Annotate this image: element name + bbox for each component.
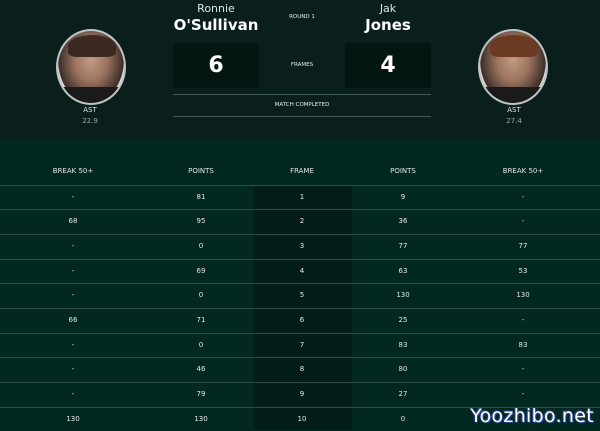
p2-points-cell: 0 (400, 414, 406, 423)
divider (173, 116, 431, 117)
p1-points-cell: 0 (198, 291, 204, 300)
p1-points-cell: 95 (196, 217, 206, 226)
p1-break-cell: - (71, 291, 75, 300)
frame-cell: 6 (299, 316, 305, 324)
p2-break-cell: 83 (518, 340, 528, 349)
p2-break-cell: 53 (518, 266, 528, 275)
p1-break-cell: - (71, 390, 75, 399)
player2-first-name: Jak (379, 2, 397, 15)
p2-points-cell: 27 (398, 390, 408, 399)
p2-points-cell: 83 (398, 340, 408, 349)
p2-points-cell: 77 (398, 241, 408, 250)
p1-break-cell: - (71, 192, 75, 201)
player2-stat-value: 27.4 (506, 117, 522, 125)
player2-last-name: Jones (365, 16, 411, 34)
p1-break-cell: - (71, 266, 75, 275)
frame-cell: 7 (299, 340, 305, 349)
watermark: Yoozhibo.net (470, 405, 594, 427)
frame-cell: 4 (299, 266, 305, 275)
p2-break-cell: - (521, 192, 525, 201)
table-row: - 0 7 83 83 (0, 332, 600, 358)
table-row: 66 71 6 25 - (0, 308, 600, 333)
header-p1-break: BREAK 50+ (52, 167, 94, 175)
player2-avatar (478, 29, 548, 105)
p1-break-cell: - (71, 365, 75, 374)
table-row: - 0 5 130 130 (0, 283, 600, 308)
p1-points-cell: 81 (196, 192, 206, 201)
p2-points-cell: 9 (400, 192, 406, 201)
p2-break-cell: 130 (516, 291, 530, 300)
frame-cell: 1 (299, 192, 305, 201)
header-frame: FRAME (290, 167, 314, 175)
p1-points-cell: 0 (198, 340, 204, 349)
player1-stat: AST 22.9 (60, 106, 120, 125)
p1-points-cell: 0 (198, 241, 204, 250)
table-row: - 81 1 9 - (0, 184, 600, 210)
table-row: - 79 9 27 - (0, 382, 600, 407)
header-p2-points: POINTS (390, 167, 416, 175)
frame-column-highlight (254, 185, 352, 430)
player2-score: 4 (345, 43, 431, 88)
match-status: MATCH COMPLETED (274, 102, 330, 108)
table-row: 130 130 10 0 (0, 406, 600, 431)
frame-cell: 3 (299, 241, 305, 250)
player1-stat-value: 22.9 (82, 117, 98, 125)
p1-points-cell: 71 (196, 316, 206, 324)
p2-points-cell: 80 (398, 365, 408, 374)
p2-points-cell: 130 (396, 291, 410, 300)
frames-label: FRAMES (290, 62, 314, 68)
player1-score: 6 (173, 43, 259, 88)
table-row: - 0 3 77 77 (0, 233, 600, 259)
player2-stat-label: AST (507, 106, 521, 114)
p1-points-cell: 69 (196, 266, 206, 275)
frame-cell: 5 (299, 291, 305, 300)
p2-break-cell: - (521, 217, 525, 226)
p1-break-cell: 66 (68, 316, 78, 324)
divider (173, 94, 431, 95)
p1-points-cell: 79 (196, 390, 206, 399)
p2-break-cell: 77 (518, 241, 528, 250)
p2-points-cell: 63 (398, 266, 408, 275)
p2-points-cell: 25 (398, 316, 408, 324)
player1-avatar (56, 29, 126, 105)
p1-points-cell: 46 (196, 365, 206, 374)
table-row: - 46 8 80 - (0, 357, 600, 382)
p2-break-cell: - (521, 316, 525, 324)
p1-points-cell: 130 (194, 414, 208, 423)
p1-break-cell: 68 (68, 217, 78, 226)
round-label: ROUND 1 (289, 14, 315, 20)
frame-cell: 2 (299, 217, 305, 226)
player1-first-name: Ronnie (197, 2, 235, 15)
p2-points-cell: 36 (398, 217, 408, 226)
p1-break-cell: 130 (66, 414, 80, 423)
p2-break-cell: - (521, 390, 525, 399)
frame-cell: 8 (299, 365, 305, 374)
table-row: - 69 4 63 53 (0, 258, 600, 284)
table-row: 68 95 2 36 - (0, 209, 600, 234)
player1-stat-label: AST (83, 106, 97, 114)
p2-break-cell: - (521, 365, 525, 374)
frame-cell: 10 (297, 414, 307, 423)
p1-break-cell: - (71, 340, 75, 349)
header-p2-break: BREAK 50+ (502, 167, 544, 175)
p1-break-cell: - (71, 241, 75, 250)
match-header: AST 22.9 Ronnie O'Sullivan ROUND 1 Jak J… (0, 0, 600, 140)
frame-cell: 9 (299, 390, 305, 399)
player2-stat: AST 27.4 (484, 106, 544, 125)
header-p1-points: POINTS (188, 167, 214, 175)
player1-last-name: O'Sullivan (173, 16, 259, 34)
